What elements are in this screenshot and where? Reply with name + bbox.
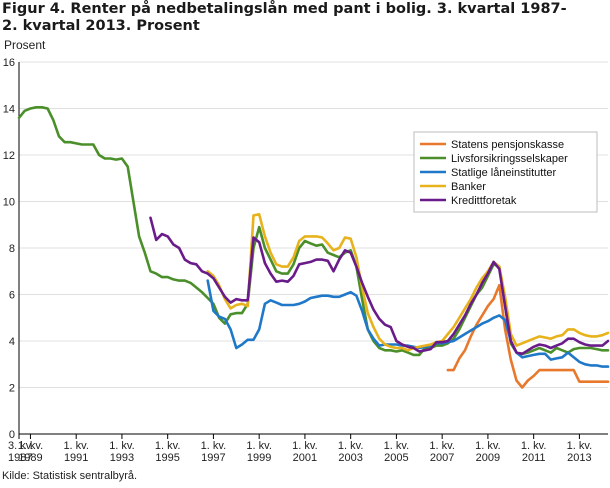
y-tick-label: 6 bbox=[9, 290, 15, 302]
legend: Statens pensjonskasse Livsforsikringssels… bbox=[413, 131, 598, 213]
x-tick-label: 1. kv. bbox=[567, 440, 592, 452]
x-tick-label: 1. kv. bbox=[292, 440, 317, 452]
y-tick-label: 8 bbox=[9, 243, 15, 255]
y-tick-label: 2 bbox=[9, 383, 15, 395]
x-tick-label: 1995 bbox=[155, 452, 179, 464]
y-tick-label: 16 bbox=[3, 57, 15, 69]
series-line-4 bbox=[206, 213, 610, 352]
x-tick-label: 2011 bbox=[522, 452, 546, 464]
x-tick-label: 1. kv. bbox=[384, 440, 409, 452]
series-lines bbox=[17, 106, 610, 389]
x-tick-label: 1. kv. bbox=[521, 440, 546, 452]
y-axis-label: Prosent bbox=[4, 38, 46, 52]
y-tick-labels: 0 2 4 6 8 10 12 14 16 bbox=[3, 57, 15, 441]
y-tick-label: 12 bbox=[3, 150, 15, 162]
legend-label: Statens pensjonskasse bbox=[451, 139, 564, 151]
figure-title: Figur 4. Renter på nedbetalingslån med p… bbox=[2, 1, 602, 35]
x-tick-label: 1989 bbox=[18, 452, 42, 464]
title-line-2: 2. kvartal 2013. Prosent bbox=[2, 18, 200, 34]
source-note: Kilde: Statistisk sentralbyrå. bbox=[2, 470, 138, 482]
x-tick-label: 2009 bbox=[476, 452, 500, 464]
title-line-1: Figur 4. Renter på nedbetalingslån med p… bbox=[2, 1, 567, 17]
series-line-5 bbox=[149, 216, 610, 356]
gridlines bbox=[18, 61, 608, 435]
x-tick-label: 1. kv. bbox=[109, 440, 134, 452]
x-tick-label: 1991 bbox=[64, 452, 88, 464]
x-tick-label: 1. kv. bbox=[18, 440, 43, 452]
x-tick-label: 1997 bbox=[201, 452, 225, 464]
y-tick-label: 10 bbox=[3, 197, 15, 209]
legend-label: Kredittforetak bbox=[451, 195, 517, 207]
x-tick-label: 1987 bbox=[8, 452, 32, 464]
x-tick-label: 1. kv. bbox=[155, 440, 180, 452]
x-tick-label: 1. kv. bbox=[63, 440, 88, 452]
x-tick-label: 1. kv. bbox=[201, 440, 226, 452]
legend-label: Livsforsikringsselskaper bbox=[451, 153, 568, 165]
legend-label: Banker bbox=[451, 181, 486, 193]
legend-label: Statlige låneinstitutter bbox=[451, 167, 557, 179]
x-tick-label: 2007 bbox=[430, 452, 454, 464]
x-tick-label: 2001 bbox=[293, 452, 317, 464]
x-tick-label: 1. kv. bbox=[338, 440, 363, 452]
y-tick-label: 0 bbox=[9, 429, 15, 441]
y-tick-label: 14 bbox=[3, 104, 15, 116]
x-tick-label: 1. kv. bbox=[475, 440, 500, 452]
x-tick-label: 1993 bbox=[110, 452, 134, 464]
x-tick-label: 2005 bbox=[384, 452, 408, 464]
x-tick-label: 1. kv. bbox=[246, 440, 271, 452]
x-tick-label: 1999 bbox=[247, 452, 271, 464]
x-tick-label: 3. kv. bbox=[8, 440, 33, 452]
y-tick-label: 4 bbox=[9, 336, 15, 348]
x-tick-label: 2013 bbox=[567, 452, 591, 464]
x-tick-label: 2003 bbox=[338, 452, 362, 464]
x-tick-label: 1. kv. bbox=[429, 440, 454, 452]
